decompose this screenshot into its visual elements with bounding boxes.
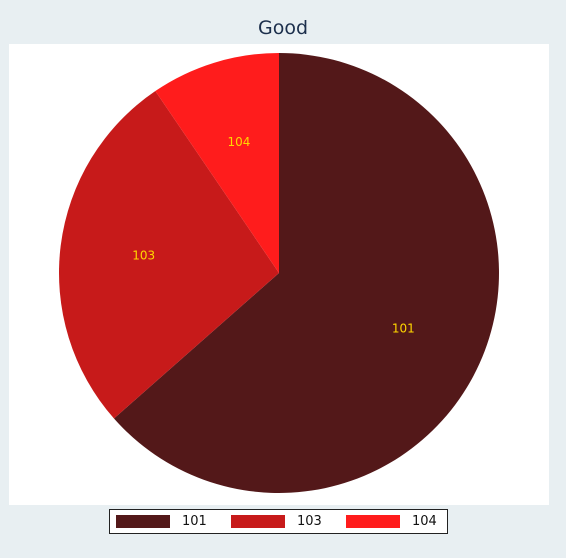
pie-slice-103: [58, 91, 280, 419]
legend: 101 103 104: [109, 509, 448, 534]
legend-item-2: 104: [346, 514, 440, 529]
pie-slice-104: [155, 53, 279, 273]
pie-slice-101: [113, 53, 499, 493]
legend-swatch-0: [116, 515, 170, 528]
legend-label-2: 104: [412, 514, 437, 529]
slice-label-103: 103: [132, 248, 155, 262]
chart-title: Good: [257, 17, 309, 39]
legend-item-1: 103: [231, 514, 325, 529]
legend-label-1: 103: [297, 514, 322, 529]
slice-label-104: 104: [227, 135, 250, 149]
slice-label-101: 101: [392, 322, 415, 336]
legend-swatch-1: [231, 515, 285, 528]
plot-area: 101 103 104: [9, 44, 549, 505]
legend-item-0: 101: [116, 514, 210, 529]
legend-label-0: 101: [182, 514, 207, 529]
legend-swatch-2: [346, 515, 400, 528]
pie-chart: 101 103 104: [58, 53, 499, 493]
